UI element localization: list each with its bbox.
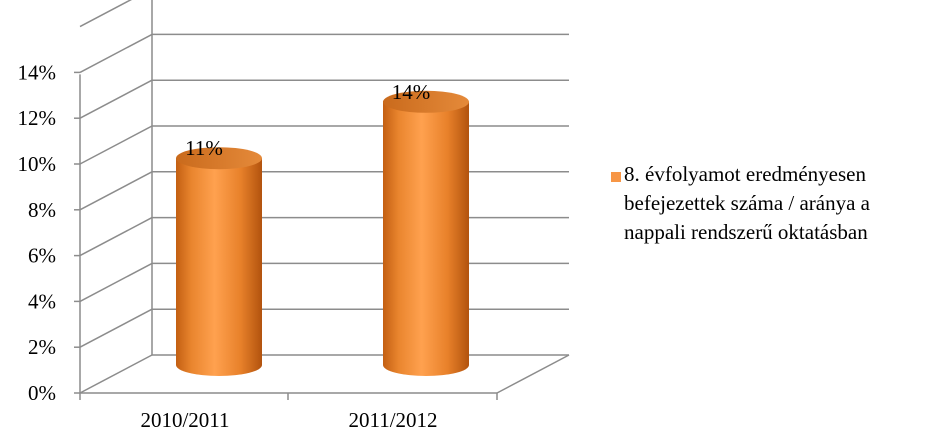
bar-top [176, 147, 262, 170]
x-category-label: 2011/2012 [348, 408, 437, 432]
side-gridline [79, 308, 153, 348]
y-tick-label: 12% [18, 106, 57, 130]
side-gridline [79, 216, 153, 257]
data-label: 11% [185, 136, 223, 160]
legend-swatch [611, 172, 621, 182]
legend: 8. évfolyamot eredményesen befejezettek … [611, 160, 911, 247]
y-tick-label: 2% [28, 335, 56, 359]
y-axis-ticks: 0% 2% 4% 6% 8% 10% 12% 14% [18, 60, 57, 405]
side-gridline [79, 262, 153, 303]
y-tick-label: 6% [28, 244, 56, 268]
side-gridline [79, 0, 133, 28]
axes-frame [74, 0, 570, 400]
side-gridline [79, 33, 153, 74]
legend-entry-label: 8. évfolyamot eredményesen befejezettek … [624, 162, 871, 244]
x-category-label: 2010/2011 [140, 408, 229, 432]
bar: 14% [383, 80, 469, 377]
side-gridline [79, 354, 153, 394]
data-label: 14% [392, 80, 431, 104]
y-tick-label: 14% [18, 60, 57, 84]
bars: 11% 14% [176, 80, 469, 377]
floor-edge [496, 354, 570, 394]
bar-top [383, 90, 469, 113]
side-gridline [79, 79, 153, 119]
bar: 11% [176, 136, 262, 376]
y-tick-label: 8% [28, 198, 56, 222]
bar-body [383, 101, 469, 377]
y-tick-label: 0% [28, 381, 56, 405]
side-gridline [79, 125, 153, 165]
y-tick-label: 4% [28, 289, 56, 313]
x-axis-categories: 2010/2011 2011/2012 [140, 408, 437, 432]
y-tick-label: 10% [18, 152, 57, 176]
bar-body [176, 158, 262, 376]
side-gridline [79, 171, 153, 211]
